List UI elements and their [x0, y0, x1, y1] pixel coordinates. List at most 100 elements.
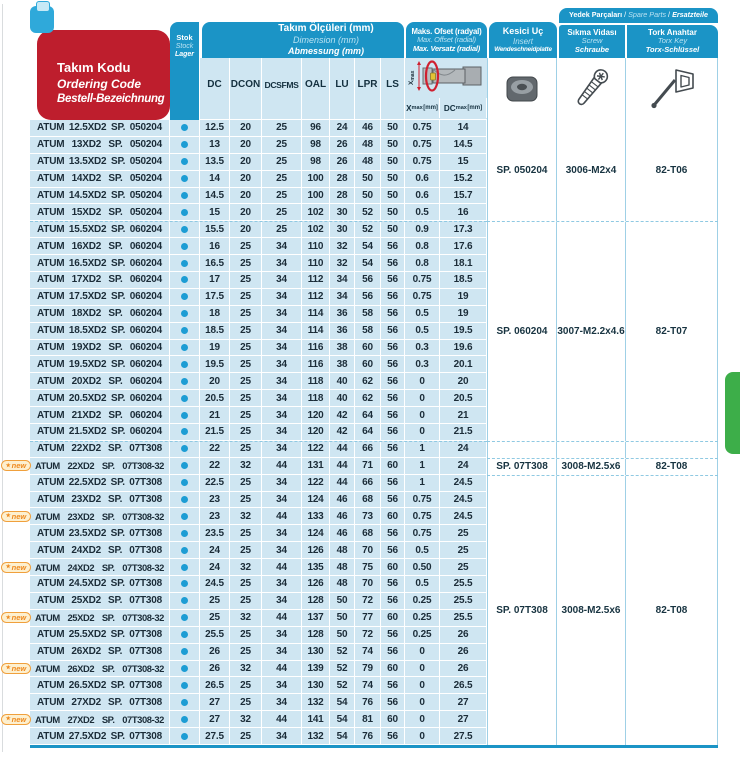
value-cell: 26	[440, 626, 487, 644]
value-cell: 122	[302, 474, 330, 492]
value-cell: 126	[302, 576, 330, 593]
value-cell: 128	[302, 592, 330, 610]
stock-dot-icon	[181, 614, 188, 622]
value-cell: 24	[200, 542, 230, 560]
value-cell: 36	[330, 305, 355, 323]
stock-dot-icon	[181, 242, 188, 250]
value-cell: 56	[381, 677, 405, 695]
value-cell: 110	[302, 238, 330, 256]
tool-code-cell: ★ new ATUM 27XD2 SP. 07T308-32	[1, 711, 170, 729]
value-cell: 0	[405, 711, 440, 729]
torx-code-cell	[626, 441, 718, 458]
new-badge: ★ new	[1, 460, 31, 472]
table-row: ATUM 15XD2 SP. 050204 15 20 25 102 30 52 50 0.5 16	[30, 204, 487, 222]
value-cell: 44	[330, 457, 355, 475]
value-cell: 56	[381, 238, 405, 256]
tool-code-cell: ATUM 20.5XD2 SP. 060204	[30, 390, 170, 408]
stock-dot-icon	[181, 310, 188, 318]
screw-code-cell: 3007-M2.2x4.6	[557, 222, 626, 441]
stock-dot-icon	[181, 529, 188, 537]
value-cell: 68	[355, 491, 381, 509]
value-cell: 141	[302, 711, 330, 729]
value-cell: 56	[355, 288, 381, 306]
value-cell: 60	[355, 356, 381, 374]
value-cell: 12.5	[200, 120, 230, 137]
table-row: ATUM 22XD2 SP. 07T308 22 25 34 122 44 66 56 1 24	[30, 440, 487, 458]
stock-cell	[170, 390, 200, 408]
value-cell: 60	[381, 508, 405, 526]
value-cell: 25	[230, 288, 262, 306]
value-cell: 50	[330, 626, 355, 644]
stock-dot-icon	[181, 225, 188, 233]
value-cell: 19.6	[440, 339, 487, 357]
value-cell: 25	[440, 525, 487, 543]
tool-code-cell: ATUM 14XD2 SP. 050204	[30, 170, 170, 188]
value-cell: 56	[381, 305, 405, 323]
screw-code-cell: 3006-M2x4	[557, 120, 626, 222]
dcmax-label: DC max [mm]	[440, 98, 487, 118]
spare-parts-label-de: Ersatzteile	[672, 10, 709, 20]
col-dcon: DCON	[230, 58, 262, 119]
value-cell: 32	[230, 609, 262, 627]
tool-code-cell: ATUM 23XD2 SP. 07T308	[30, 491, 170, 509]
value-cell: 46	[330, 491, 355, 509]
stock-dot-icon	[181, 496, 188, 504]
stock-dot-icon	[181, 681, 188, 689]
value-cell: 120	[302, 424, 330, 441]
value-cell: 38	[330, 356, 355, 374]
value-cell: 20	[200, 373, 230, 391]
max-offset-label-tr: Maks. Ofset (radyal)	[411, 26, 482, 36]
stock-dot-icon	[181, 327, 188, 335]
value-cell: 44	[330, 474, 355, 492]
value-cell: 17.5	[200, 288, 230, 306]
tool-code-cell: ATUM 16XD2 SP. 060204	[30, 238, 170, 256]
value-cell: 25	[230, 592, 262, 610]
stock-dot-icon	[181, 715, 188, 723]
value-cell: 17	[200, 272, 230, 289]
col-dc: DC	[200, 58, 230, 119]
value-cell: 32	[330, 238, 355, 256]
group-separator	[30, 440, 487, 442]
stock-cell	[170, 440, 200, 458]
value-cell: 19	[440, 288, 487, 306]
table-row: ATUM 16XD2 SP. 060204 16 25 34 110 32 54 56 0.8 17.6	[30, 238, 487, 256]
torx-code-cell: 82-T07	[626, 222, 718, 441]
value-cell: 52	[330, 677, 355, 695]
value-cell: 30	[330, 221, 355, 239]
value-cell: 13	[200, 136, 230, 154]
value-cell: 44	[262, 711, 302, 729]
value-cell: 34	[262, 728, 302, 745]
value-cell: 25	[230, 474, 262, 492]
value-cell: 19	[440, 305, 487, 323]
value-cell: 34	[262, 592, 302, 610]
value-cell: 24	[440, 457, 487, 475]
value-cell: 25	[230, 525, 262, 543]
value-cell: 56	[381, 576, 405, 593]
value-cell: 137	[302, 609, 330, 627]
new-badge: ★ new	[1, 510, 31, 522]
screw-label-de: Schraube	[574, 45, 610, 55]
value-cell: 56	[381, 626, 405, 644]
insert-label-de: Wendeschneidplatte	[494, 46, 552, 54]
tool-code-cell: ATUM 22.5XD2 SP. 07T308	[30, 474, 170, 492]
value-cell: 0.8	[405, 255, 440, 273]
value-cell: 17.6	[440, 238, 487, 256]
value-cell: 56	[381, 373, 405, 391]
tool-code-cell: ATUM 21.5XD2 SP. 060204	[30, 424, 170, 441]
value-cell: 139	[302, 660, 330, 678]
value-cell: 36	[330, 322, 355, 340]
insert-code-cell: SP. 060204	[487, 222, 557, 441]
screw-label-tr: Sıkma Vidası	[567, 27, 617, 37]
stock-cell	[170, 609, 200, 627]
tool-code-cell: ATUM 15XD2 SP. 050204	[30, 204, 170, 222]
value-cell: 30	[330, 204, 355, 222]
separator: /	[666, 10, 673, 20]
stock-dot-icon	[181, 276, 188, 284]
table-row: ATUM 23.5XD2 SP. 07T308 23.5 25 34 124 46 68 56 0.7…	[30, 525, 487, 543]
value-cell: 34	[330, 272, 355, 289]
value-cell: 24	[200, 559, 230, 577]
table-row: ATUM 14.5XD2 SP. 050204 14.5 20 25 100 28 50 50 0.6…	[30, 187, 487, 205]
spare-group: SP. 07T308 3008-M2.5x6 82-T08	[487, 457, 718, 475]
value-cell: 130	[302, 677, 330, 695]
value-cell: 26	[330, 136, 355, 154]
